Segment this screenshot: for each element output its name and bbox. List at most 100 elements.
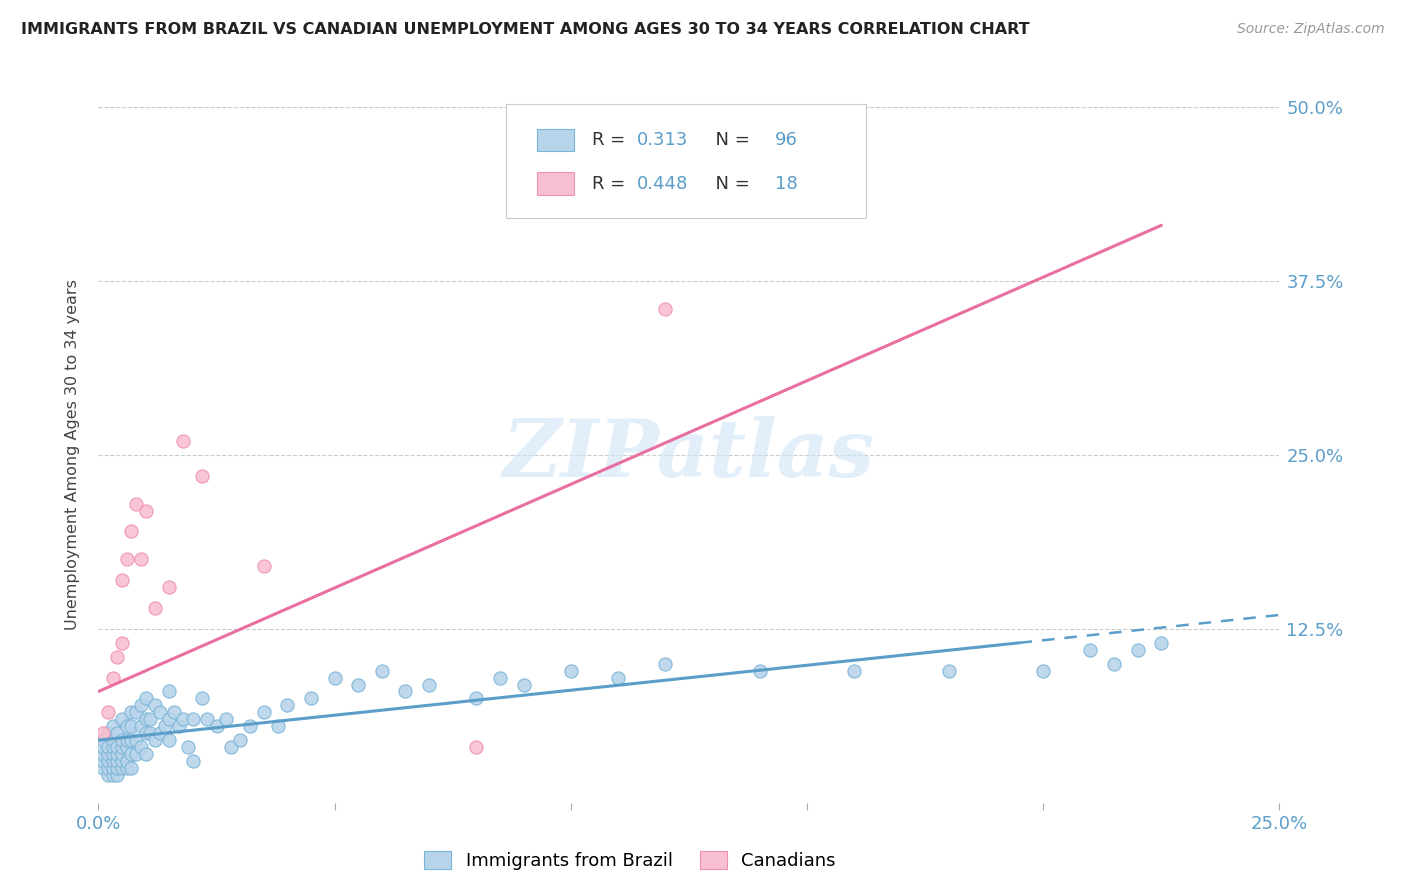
- Point: [172, 434, 194, 448]
- Point: [177, 740, 200, 755]
- Point: [115, 761, 138, 775]
- Point: [111, 636, 134, 650]
- Point: [135, 691, 157, 706]
- Point: [172, 712, 194, 726]
- Text: 0.313: 0.313: [637, 131, 689, 149]
- Point: [97, 761, 120, 775]
- Point: [91, 740, 114, 755]
- Point: [105, 747, 128, 761]
- Point: [844, 664, 866, 678]
- Point: [157, 580, 180, 594]
- Point: [115, 719, 138, 733]
- Point: [105, 740, 128, 755]
- Point: [191, 468, 214, 483]
- Point: [135, 747, 157, 761]
- Point: [253, 706, 276, 720]
- Point: [157, 733, 180, 747]
- Point: [125, 497, 148, 511]
- Point: [101, 671, 124, 685]
- Point: [153, 719, 176, 733]
- Point: [143, 601, 166, 615]
- Point: [97, 740, 120, 755]
- Text: R =: R =: [592, 131, 631, 149]
- Point: [1080, 642, 1102, 657]
- Point: [91, 747, 114, 761]
- Point: [97, 747, 120, 761]
- Legend: Immigrants from Brazil, Canadians: Immigrants from Brazil, Canadians: [416, 844, 844, 877]
- Y-axis label: Unemployment Among Ages 30 to 34 years: Unemployment Among Ages 30 to 34 years: [65, 279, 80, 631]
- Point: [101, 719, 124, 733]
- Point: [129, 740, 152, 755]
- Point: [512, 677, 534, 691]
- Point: [121, 747, 143, 761]
- Text: 18: 18: [775, 175, 799, 193]
- Point: [239, 719, 262, 733]
- Point: [253, 559, 276, 574]
- Text: R =: R =: [592, 175, 631, 193]
- Point: [111, 733, 134, 747]
- Point: [111, 712, 134, 726]
- Point: [748, 664, 770, 678]
- Point: [1102, 657, 1125, 671]
- Bar: [537, 172, 575, 194]
- Point: [101, 761, 124, 775]
- Point: [115, 733, 138, 747]
- Point: [157, 712, 180, 726]
- Point: [149, 726, 172, 740]
- Point: [347, 677, 370, 691]
- Point: [205, 719, 228, 733]
- Point: [560, 664, 582, 678]
- Point: [465, 740, 488, 755]
- Point: [101, 768, 124, 782]
- Point: [157, 684, 180, 698]
- Point: [167, 719, 190, 733]
- Point: [195, 712, 218, 726]
- Point: [267, 719, 290, 733]
- Point: [97, 754, 120, 768]
- Text: IMMIGRANTS FROM BRAZIL VS CANADIAN UNEMPLOYMENT AMONG AGES 30 TO 34 YEARS CORREL: IMMIGRANTS FROM BRAZIL VS CANADIAN UNEMP…: [21, 22, 1029, 37]
- Point: [299, 691, 322, 706]
- Point: [97, 706, 120, 720]
- Point: [938, 664, 960, 678]
- Point: [115, 740, 138, 755]
- Point: [489, 671, 512, 685]
- Point: [105, 754, 128, 768]
- Point: [91, 733, 114, 747]
- Point: [143, 733, 166, 747]
- Point: [276, 698, 298, 713]
- Text: N =: N =: [704, 131, 756, 149]
- Point: [111, 747, 134, 761]
- Point: [139, 726, 162, 740]
- Point: [418, 677, 440, 691]
- Point: [229, 733, 252, 747]
- Point: [121, 706, 143, 720]
- Point: [91, 754, 114, 768]
- Point: [215, 712, 238, 726]
- Point: [125, 706, 148, 720]
- Point: [181, 712, 204, 726]
- FancyBboxPatch shape: [506, 103, 866, 219]
- Point: [101, 754, 124, 768]
- Point: [121, 733, 143, 747]
- Point: [91, 761, 114, 775]
- Point: [654, 301, 676, 316]
- Point: [1150, 636, 1173, 650]
- Point: [125, 733, 148, 747]
- Point: [135, 712, 157, 726]
- Point: [181, 754, 204, 768]
- Point: [191, 691, 214, 706]
- Point: [139, 712, 162, 726]
- Point: [97, 726, 120, 740]
- Point: [371, 664, 394, 678]
- Point: [105, 768, 128, 782]
- Point: [129, 719, 152, 733]
- Point: [129, 552, 152, 566]
- Point: [115, 754, 138, 768]
- Point: [465, 691, 488, 706]
- Point: [607, 671, 630, 685]
- Point: [163, 706, 186, 720]
- Point: [121, 524, 143, 539]
- Point: [149, 706, 172, 720]
- Point: [111, 573, 134, 587]
- Point: [135, 726, 157, 740]
